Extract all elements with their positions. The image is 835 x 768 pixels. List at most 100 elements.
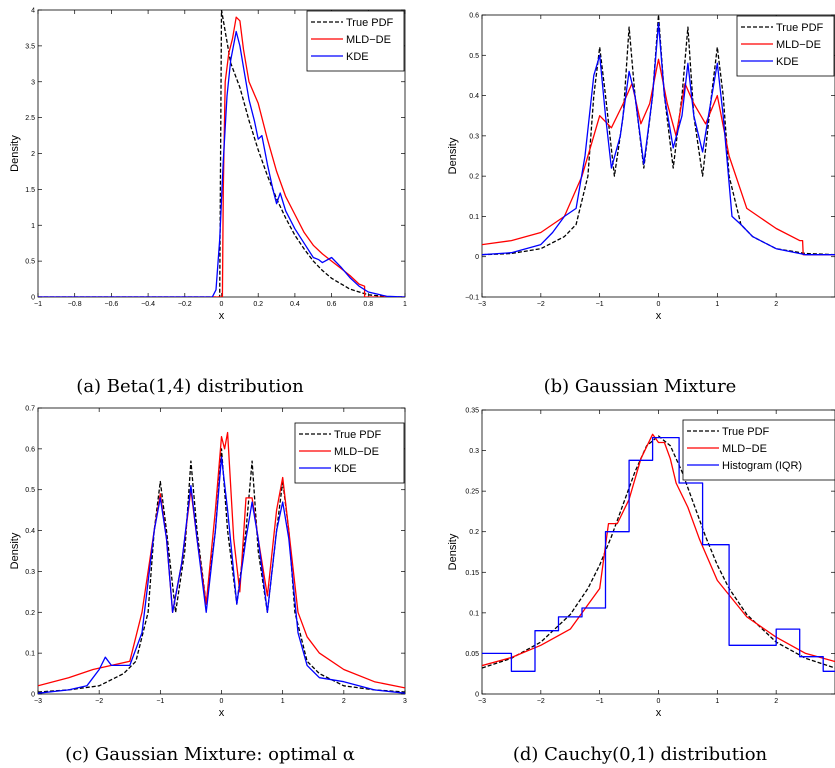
y-tick-label: 0.2 <box>469 529 479 536</box>
x-tick-label: 1 <box>281 698 285 705</box>
x-tick-label: 0 <box>220 698 224 705</box>
legend-label: True PDF <box>722 426 770 438</box>
y-tick-label: 0.1 <box>25 651 35 658</box>
x-tick-label: −1 <box>596 698 604 705</box>
figure-caption: (c) Gaussian Mixture: optimal α <box>65 744 355 765</box>
legend-label: KDE <box>334 463 357 475</box>
x-tick-label: 2 <box>774 698 778 705</box>
x-tick-label: 1 <box>715 698 719 705</box>
series-group <box>482 15 835 256</box>
legend-label: MLD−DE <box>334 446 379 458</box>
series-line-3 <box>38 30 405 297</box>
y-tick-label: 1.5 <box>25 187 35 194</box>
y-tick-label: 0.5 <box>25 259 35 266</box>
y-tick-label: 0.3 <box>469 448 479 455</box>
x-tick-label: −0.6 <box>104 301 118 308</box>
legend-label: True PDF <box>334 429 382 441</box>
x-tick-label: 1 <box>715 301 719 308</box>
legend-label: MLD−DE <box>776 39 821 51</box>
legend-label: True PDF <box>346 17 394 29</box>
y-axis-label: Density <box>9 135 21 172</box>
x-tick-label: −1 <box>156 698 164 705</box>
legend-label: KDE <box>776 56 799 68</box>
y-tick-label: 0.05 <box>465 651 479 658</box>
y-tick-label: 0 <box>475 254 479 261</box>
y-axis-label: Density <box>447 533 459 570</box>
x-tick-label: 0.6 <box>327 301 337 308</box>
series-group <box>482 433 835 672</box>
series-line-3 <box>482 22 835 256</box>
x-axis-label: x <box>656 310 662 322</box>
x-tick-label: 0.8 <box>363 301 373 308</box>
x-tick-label: 0 <box>657 698 661 705</box>
x-tick-label: −2 <box>537 301 545 308</box>
y-tick-label: 0.7 <box>25 406 35 413</box>
x-tick-label: −2 <box>95 698 103 705</box>
y-tick-label: −0.1 <box>465 295 479 302</box>
y-tick-label: 0.1 <box>469 214 479 221</box>
y-tick-label: 0.3 <box>469 133 479 140</box>
y-tick-label: 0.1 <box>469 610 479 617</box>
series-group <box>38 431 405 694</box>
x-axis-label: x <box>219 707 225 719</box>
x-tick-label: −3 <box>34 698 42 705</box>
legend: True PDF MLD−DE Histogram (IQR) <box>682 419 835 481</box>
y-tick-label: 0.15 <box>465 570 479 577</box>
x-tick-label: −0.8 <box>68 301 82 308</box>
series-group <box>38 10 405 297</box>
y-tick-label: 2.5 <box>25 115 35 122</box>
legend-label: True PDF <box>776 22 824 34</box>
y-tick-label: 3.5 <box>25 43 35 50</box>
y-tick-label: 0.2 <box>469 174 479 181</box>
x-tick-label: 3 <box>403 698 407 705</box>
y-tick-label: 2 <box>31 151 35 158</box>
x-axis-label: x <box>656 707 662 719</box>
x-tick-label: −0.2 <box>178 301 192 308</box>
y-tick-label: 0.4 <box>469 93 479 100</box>
y-tick-label: 0.2 <box>25 610 35 617</box>
series-line-1 <box>482 435 835 669</box>
series-line-3 <box>482 436 835 672</box>
y-tick-label: 0 <box>475 692 479 699</box>
legend-box <box>736 15 835 77</box>
y-tick-label: 0.35 <box>465 408 479 415</box>
series-line-2 <box>38 431 405 689</box>
x-tick-label: −0.4 <box>141 301 155 308</box>
legend: True PDF MLD−DE KDE <box>306 10 405 72</box>
y-tick-label: 3 <box>31 79 35 86</box>
legend-label: KDE <box>346 51 369 63</box>
y-tick-label: 0.6 <box>25 446 35 453</box>
y-tick-label: 0.6 <box>469 13 479 20</box>
y-tick-label: 0.25 <box>465 489 479 496</box>
y-tick-label: 0.5 <box>469 53 479 60</box>
x-axis-label: x <box>219 310 225 322</box>
x-tick-label: 0 <box>657 301 661 308</box>
x-tick-label: −3 <box>478 301 486 308</box>
x-tick-label: 1 <box>403 301 407 308</box>
x-tick-label: 0.4 <box>290 301 300 308</box>
y-axis-label: Density <box>447 137 459 174</box>
legend-label: MLD−DE <box>346 34 391 46</box>
series-line-3 <box>38 456 405 694</box>
figure-caption: (b) Gaussian Mixture <box>544 376 737 397</box>
x-tick-label: −3 <box>478 698 486 705</box>
legend: True PDF MLD−DE KDE <box>736 15 835 77</box>
x-tick-label: 0 <box>220 301 224 308</box>
chart-a: −1 −0.8 −0.6 −0.4 −0.2 0 0.2 0.4 0.6 0.8 1 0 0.5 1 1.5… <box>9 8 407 398</box>
y-axis-label: Density <box>9 532 21 569</box>
legend-label: Histogram (IQR) <box>722 460 802 472</box>
legend-box <box>682 419 835 481</box>
chart-b: −3 −2 −1 0 1 2 −0.1 0 0.1 0.2 0.3 0.4 0.5 0.6 x Density… <box>447 13 835 397</box>
x-tick-label: 0.2 <box>253 301 263 308</box>
y-tick-label: 0.4 <box>25 528 35 535</box>
y-tick-label: 0.3 <box>25 569 35 576</box>
x-tick-label: −1 <box>34 301 42 308</box>
y-tick-label: 0.5 <box>25 487 35 494</box>
y-tick-label: 4 <box>31 8 35 15</box>
legend: True PDF MLD−DE KDE <box>294 422 405 484</box>
chart-d: −3 −2 −1 0 1 2 0 0.05 0.1 0.15 0.2 0.25 0.3 0.35 x Dens… <box>447 408 835 765</box>
chart-c: −3 −2 −1 0 1 2 3 0 0.1 0.2 0.3 0.4 0.5 0.6 0.7 x Density… <box>9 406 407 766</box>
series-line-2 <box>482 58 835 256</box>
y-tick-label: 1 <box>31 223 35 230</box>
